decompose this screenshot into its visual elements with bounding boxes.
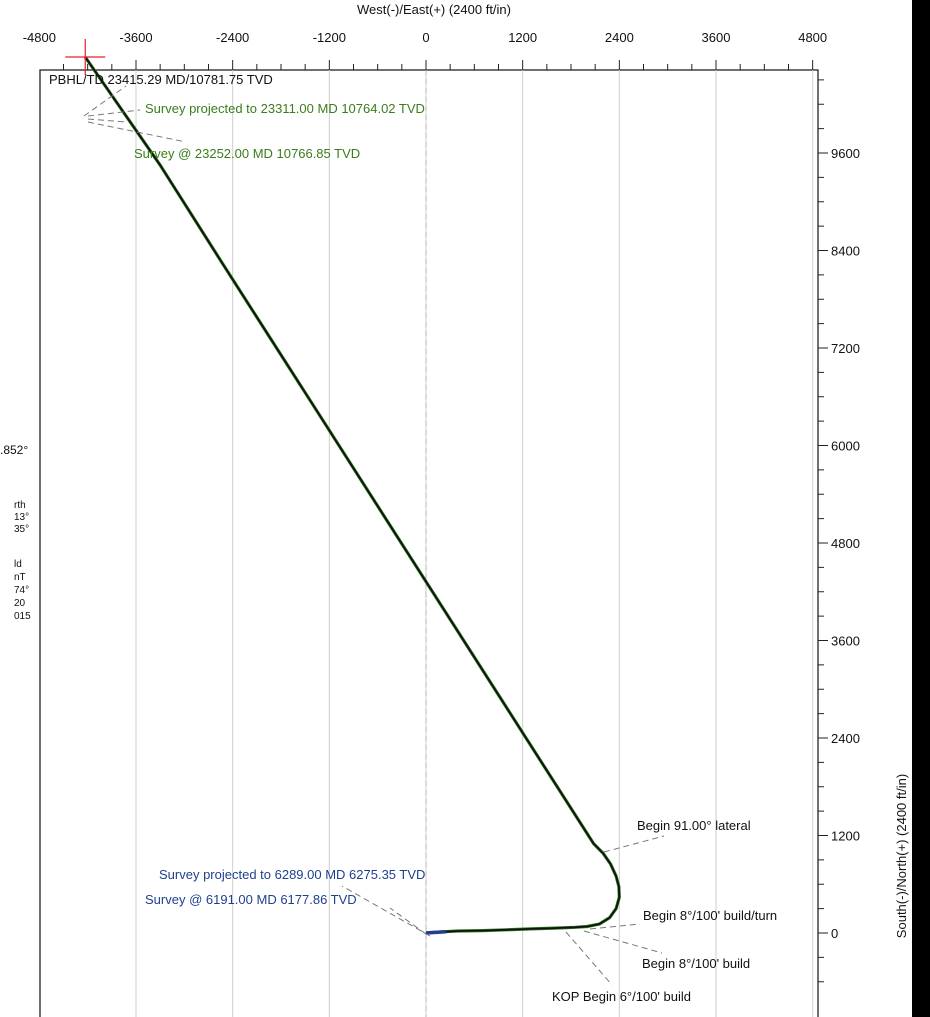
left-side-fragments: .852° rth 13° 35° ld nT 74° 20 015	[0, 443, 31, 622]
leader-line	[87, 118, 127, 123]
x-tick-label: -2400	[216, 30, 249, 45]
leader-line	[589, 923, 641, 930]
y-tick-label: 2400	[831, 731, 860, 746]
y-axis-title: South(-)/North(+) (2400 ft/in)	[894, 774, 909, 938]
side-fragment: 015	[14, 611, 31, 622]
y-tick-label: 4800	[831, 536, 860, 551]
x-tick-label: 0	[422, 30, 429, 45]
leader-line	[87, 109, 141, 117]
leader-lines	[83, 85, 665, 986]
x-tick-label: 2400	[605, 30, 634, 45]
annotation-survey-top: Survey @ 23252.00 MD 10766.85 TVD	[134, 146, 360, 161]
x-tick-label: 3600	[702, 30, 731, 45]
y-tick-label: 6000	[831, 439, 860, 454]
x-tick-label: -3600	[119, 30, 152, 45]
x-tick-label: -1200	[313, 30, 346, 45]
side-fragment: ld	[14, 559, 22, 570]
side-fragment: 35°	[14, 524, 29, 535]
x-tick-label: 1200	[508, 30, 537, 45]
annotation-survey-projected-top: Survey projected to 23311.00 MD 10764.02…	[145, 101, 425, 116]
y-axis-ticks: 0 1200 2400 3600 4800 6000 7200 8400 9600	[818, 79, 860, 983]
annotation-kop: KOP Begin 6°/100' build	[552, 989, 691, 1004]
y-tick-label: 1200	[831, 829, 860, 844]
x-axis-title: West(-)/East(+) (2400 ft/in)	[357, 2, 511, 17]
y-tick-label: 0	[831, 926, 838, 941]
right-edge-bar	[912, 0, 930, 1017]
side-fragment: 74°	[14, 585, 29, 596]
leader-line	[389, 907, 427, 935]
leader-line	[87, 121, 187, 143]
y-tick-label: 3600	[831, 634, 860, 649]
annotation-survey-projected-low: Survey projected to 6289.00 MD 6275.35 T…	[159, 867, 425, 882]
x-axis-ticks: -4800 -3600 -2400 -1200 0 1200 2400 3600 4800	[23, 30, 827, 70]
side-fragment: rth	[14, 500, 26, 511]
side-fragment: nT	[14, 572, 26, 583]
annotation-survey-low: Survey @ 6191.00 MD 6177.86 TVD	[145, 892, 357, 907]
annotation-pbhl: PBHL/TD 23415.29 MD/10781.75 TVD	[49, 72, 273, 87]
side-fragment: 20	[14, 598, 26, 609]
leader-line	[583, 930, 663, 954]
y-tick-label: 9600	[831, 146, 860, 161]
annotation-build-turn: Begin 8°/100' build/turn	[643, 908, 777, 923]
leader-line	[565, 931, 613, 986]
leader-line	[83, 85, 127, 117]
annotation-build: Begin 8°/100' build	[642, 956, 750, 971]
x-tick-label: 4800	[798, 30, 827, 45]
series-layer	[83, 56, 621, 935]
target-crosshair	[65, 38, 106, 75]
plot-frame	[39, 69, 819, 1017]
annotation-begin-lateral: Begin 91.00° lateral	[637, 818, 751, 833]
y-tick-label: 7200	[831, 341, 860, 356]
side-fragment: 13°	[14, 512, 29, 523]
y-tick-label: 8400	[831, 244, 860, 259]
survey-segment-blue	[425, 930, 447, 935]
wellpath-line	[84, 56, 621, 934]
side-fragment: .852°	[0, 443, 28, 457]
x-tick-label: -4800	[23, 30, 56, 45]
grid-lines	[135, 70, 814, 1017]
leader-line	[603, 835, 665, 853]
leader-line	[341, 885, 431, 937]
